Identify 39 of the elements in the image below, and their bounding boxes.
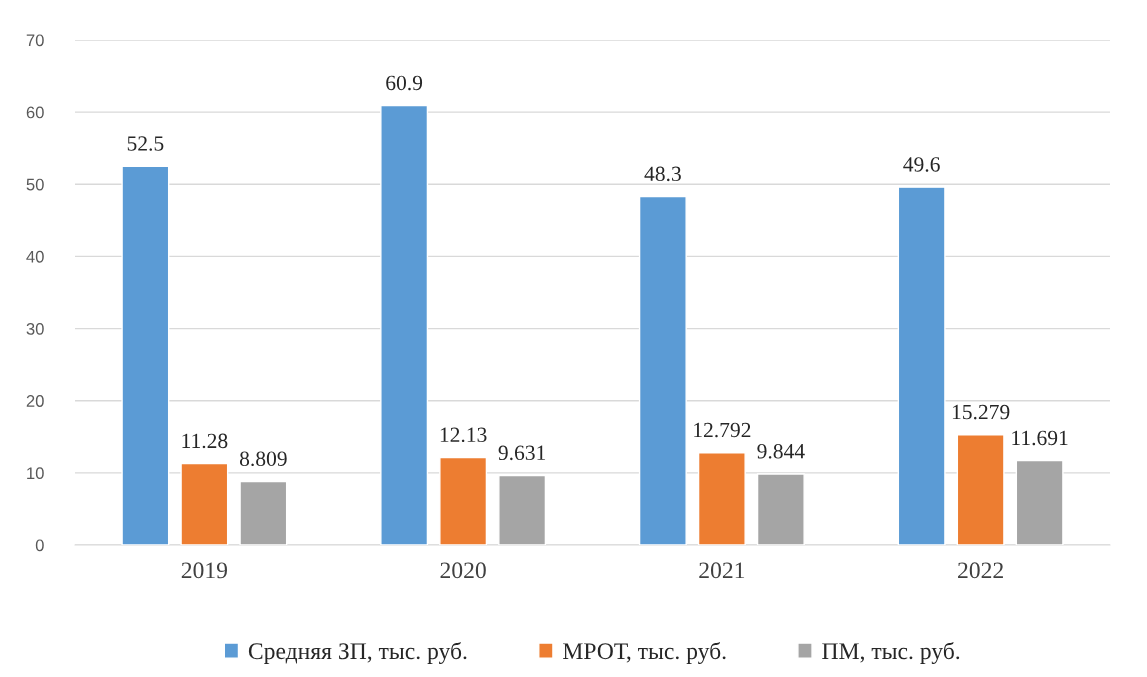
bar bbox=[121, 165, 170, 545]
data-label: 12.13 bbox=[440, 427, 487, 443]
data-label: 60.9 bbox=[386, 75, 423, 91]
x-tick-label: 2022 bbox=[958, 562, 1003, 579]
x-tick-label: 2019 bbox=[181, 562, 228, 579]
y-tick-label: 60 bbox=[26, 106, 44, 119]
data-label: 52.5 bbox=[127, 136, 164, 151]
legend-label: ПМ, тыс. руб. bbox=[822, 642, 960, 664]
data-label: 11.28 bbox=[182, 433, 228, 449]
x-tick-label: 2020 bbox=[440, 562, 486, 579]
bar bbox=[756, 473, 805, 545]
y-tick-label: 20 bbox=[26, 395, 44, 407]
bar bbox=[380, 104, 429, 545]
data-label: 9.844 bbox=[757, 443, 805, 459]
y-tick-label: 0 bbox=[35, 539, 44, 552]
bar bbox=[956, 434, 1005, 545]
data-label: 11.691 bbox=[1012, 430, 1068, 446]
data-label: 49.6 bbox=[903, 157, 940, 172]
bar bbox=[498, 474, 547, 545]
y-tick-label: 50 bbox=[26, 178, 44, 191]
bar bbox=[638, 195, 687, 545]
y-tick-label: 70 bbox=[26, 34, 44, 47]
bar bbox=[439, 456, 488, 545]
x-tick-label: 2021 bbox=[699, 562, 745, 579]
bar bbox=[897, 186, 946, 545]
bar bbox=[1015, 459, 1064, 545]
bar bbox=[697, 452, 746, 545]
legend-label: Средняя ЗП, тыс. руб. bbox=[248, 642, 467, 664]
data-label: 48.3 bbox=[644, 166, 681, 182]
data-label: 9.631 bbox=[498, 445, 546, 461]
bar bbox=[180, 462, 229, 545]
y-tick-label: 30 bbox=[26, 322, 44, 335]
data-label: 8.809 bbox=[239, 451, 287, 467]
y-tick-label: 10 bbox=[27, 467, 44, 480]
y-tick-label: 40 bbox=[26, 250, 44, 263]
data-label: 15.279 bbox=[952, 404, 1010, 420]
legend-label: МРОТ, тыс. руб. bbox=[563, 642, 726, 664]
bar bbox=[239, 480, 288, 545]
data-label: 12.792 bbox=[694, 422, 751, 438]
